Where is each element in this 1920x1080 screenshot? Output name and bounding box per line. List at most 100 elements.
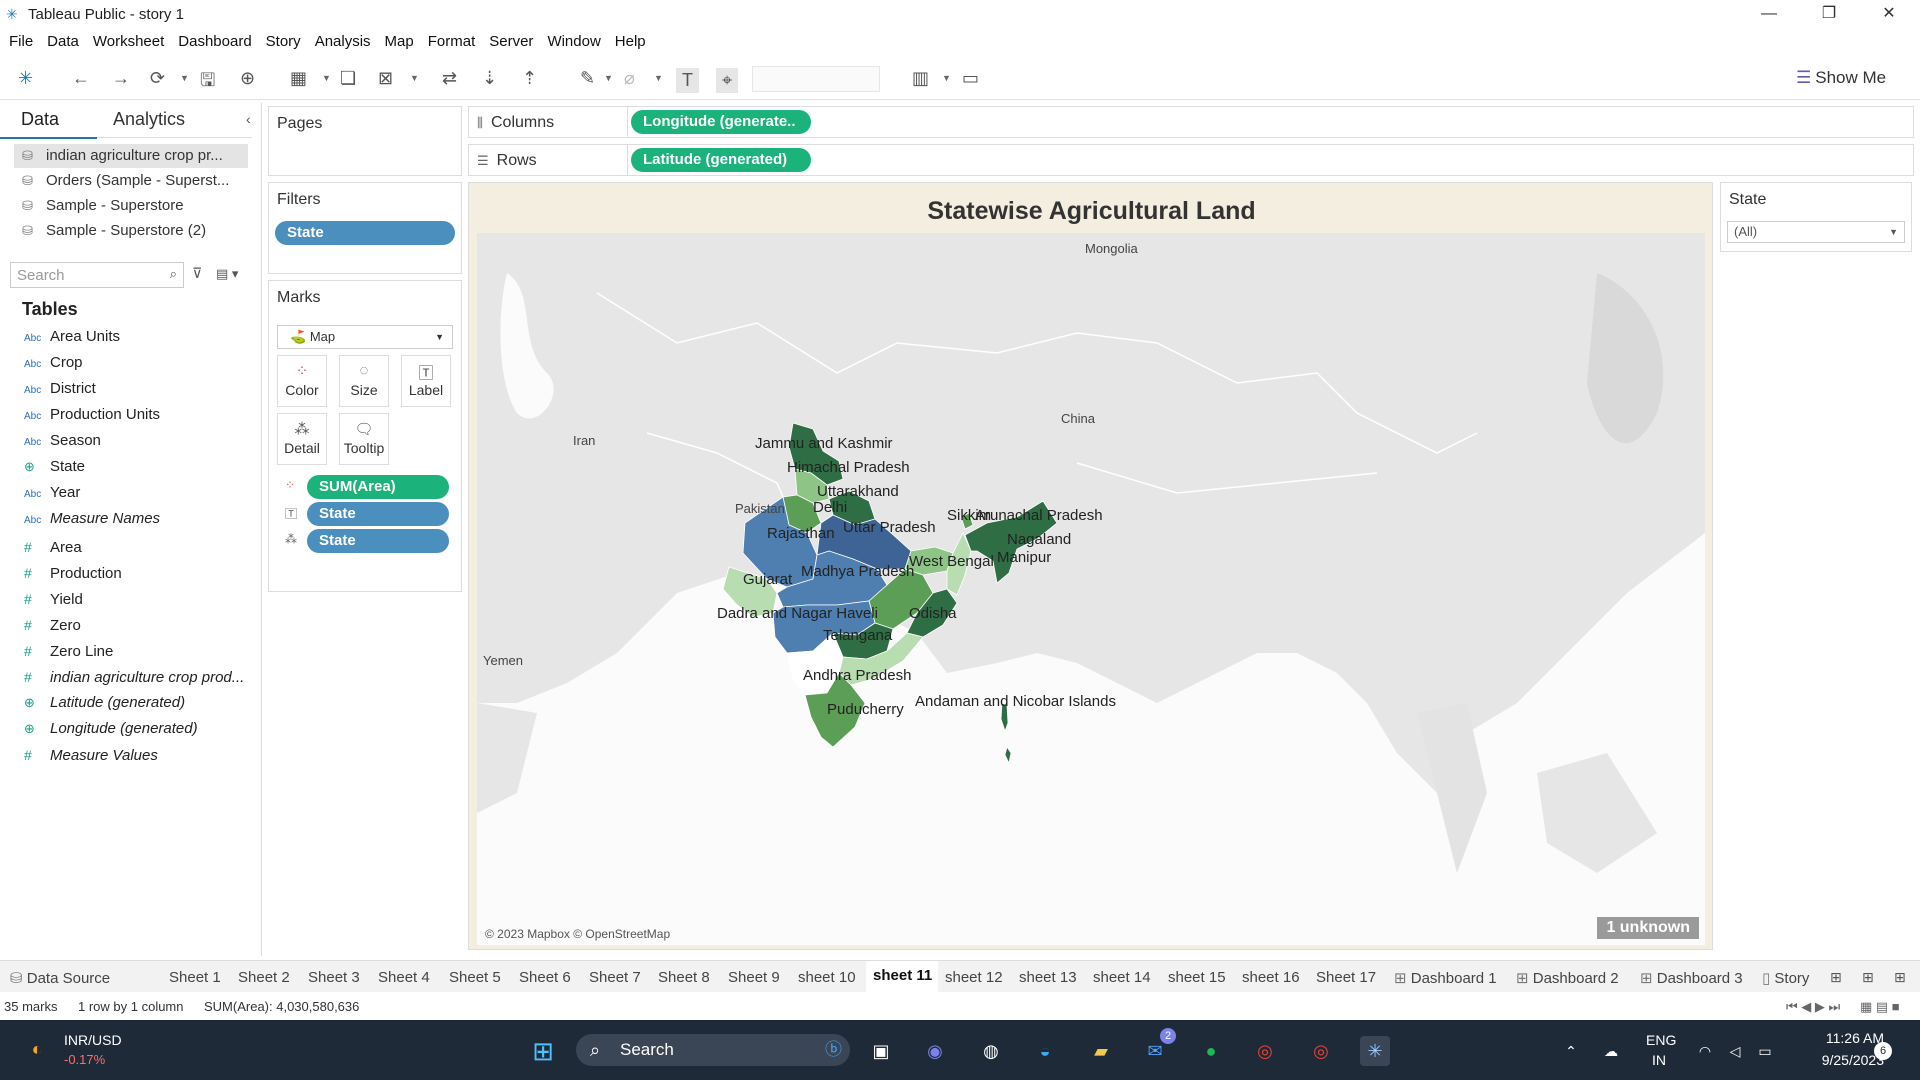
show-labels-icon[interactable]: T [676, 68, 699, 93]
menu-data[interactable]: Data [47, 33, 79, 50]
region-label[interactable]: IN [1652, 1052, 1666, 1068]
wifi-icon[interactable]: ◠ [1698, 1043, 1712, 1059]
state-kerala-tamil-nadu[interactable] [804, 672, 866, 748]
tab-sheet-6[interactable]: Sheet 6 [519, 969, 571, 986]
restore-button[interactable]: ❐ [1821, 5, 1837, 22]
back-icon[interactable]: ← [72, 68, 90, 88]
rows-pill-latitude[interactable]: Latitude (generated) [631, 148, 811, 172]
fit-icon[interactable]: ▥ [912, 68, 930, 88]
marks-pill-sum-area[interactable]: SUM(Area) [307, 475, 449, 499]
windows-start-icon[interactable]: ⊞ [532, 1036, 554, 1066]
state-jammu-kashmir[interactable] [788, 422, 844, 486]
field-search-input[interactable]: Search ⌕ [10, 262, 184, 288]
datasource-item[interactable]: ⛁ Sample - Superstore (2) [14, 219, 248, 243]
mail-icon[interactable]: ✉ [1147, 1041, 1163, 1061]
redo-icon[interactable]: ⟳ [150, 68, 166, 88]
map-view[interactable]: Mongolia China Iran Pakistan Yemen Jammu… [477, 233, 1705, 945]
tab-sheet-12[interactable]: sheet 12 [945, 969, 1003, 986]
tab-dashboard-1[interactable]: ⊞ Dashboard 1 [1394, 970, 1497, 987]
chrome-icon[interactable]: ◎ [1257, 1041, 1273, 1061]
size-button[interactable]: ◌ Size [339, 355, 389, 407]
notification-badge[interactable]: 6 [1874, 1042, 1892, 1060]
field-longitude-generated[interactable]: ⊕ Longitude (generated) [24, 717, 198, 741]
tab-sheet-11[interactable]: sheet 11 [873, 967, 933, 984]
marks-pill-state-label[interactable]: State [307, 502, 449, 526]
field-year[interactable]: Abc Year [24, 481, 80, 505]
new-worksheet-tab-icon[interactable]: ⊞ [1830, 969, 1842, 985]
field-season[interactable]: Abc Season [24, 429, 101, 453]
menu-help[interactable]: Help [614, 33, 646, 50]
menu-window[interactable]: Window [547, 33, 601, 50]
spotify-icon[interactable]: ● [1205, 1041, 1217, 1061]
format-select[interactable] [752, 66, 880, 92]
field-area[interactable]: # Area [24, 535, 82, 559]
datasource-item[interactable]: ⛁ Sample - Superstore [14, 194, 248, 218]
pages-shelf[interactable]: Pages [268, 106, 462, 176]
menu-format[interactable]: Format [427, 33, 476, 50]
clock-time[interactable]: 11:26 AM [1825, 1030, 1884, 1046]
field-district[interactable]: Abc District [24, 377, 96, 401]
field-state[interactable]: ⊕ State [24, 455, 85, 479]
onedrive-icon[interactable]: ☁ [1604, 1043, 1618, 1059]
tab-sheet-3[interactable]: Sheet 3 [308, 969, 360, 986]
state-northeast[interactable] [964, 500, 1058, 584]
file-explorer-icon[interactable]: ▰ [1094, 1041, 1108, 1061]
new-worksheet-icon[interactable]: ▦ [290, 68, 308, 88]
swap-icon[interactable]: ⇄ [442, 68, 458, 88]
highlight-icon[interactable]: ✎ [580, 68, 596, 88]
clock-date[interactable]: 9/25/2023 [1821, 1052, 1884, 1068]
datasource-item[interactable]: ⛁ Orders (Sample - Superst... [14, 169, 248, 193]
state-sikkim[interactable] [960, 512, 974, 530]
new-worksheet-dropdown-icon[interactable]: ▼ [322, 73, 331, 83]
tab-sheet-17[interactable]: Sheet 17 [1316, 969, 1377, 986]
ticker-label[interactable]: INR/USD [64, 1032, 122, 1048]
detail-button[interactable]: ⁂ Detail [277, 413, 327, 465]
tab-sheet-15[interactable]: sheet 15 [1168, 969, 1226, 986]
mark-type-select[interactable]: ⛳ Map ▼ [277, 325, 453, 349]
weather-widget-icon[interactable]: ◐ [31, 1039, 43, 1059]
view-toggle-icon[interactable]: ▦ ▤ ■ [1860, 999, 1900, 1014]
tab-dashboard-2[interactable]: ⊞ Dashboard 2 [1516, 970, 1619, 987]
group-icon[interactable]: ⌀ [624, 68, 635, 88]
sort-descending-icon[interactable]: ⇡ [522, 68, 538, 88]
task-view-icon[interactable]: ▣ [872, 1041, 890, 1061]
edge-icon[interactable]: ◒ [1039, 1041, 1051, 1061]
tab-sheet-8[interactable]: Sheet 8 [658, 969, 710, 986]
sheet-title[interactable]: Statewise Agricultural Land [927, 197, 1256, 225]
menu-file[interactable]: File [9, 33, 34, 50]
tab-story[interactable]: ▯ Story [1762, 970, 1810, 987]
field-zero-line[interactable]: # Zero Line [24, 639, 113, 663]
github-icon[interactable]: ◍ [983, 1041, 999, 1061]
datasource-item[interactable]: ⛁ indian agriculture crop pr... [14, 144, 248, 168]
tab-sheet-10[interactable]: sheet 10 [798, 969, 856, 986]
fit-dropdown-icon[interactable]: ▼ [942, 73, 951, 83]
filter-icon[interactable]: ⊽ [192, 265, 203, 281]
field-crop[interactable]: Abc Crop [24, 351, 83, 375]
tab-sheet-14[interactable]: sheet 14 [1093, 969, 1151, 986]
field-latitude-generated[interactable]: ⊕ Latitude (generated) [24, 691, 185, 715]
collapse-pane-icon[interactable]: ‹ [246, 111, 251, 127]
field-measure-names[interactable]: Abc Measure Names [24, 507, 160, 531]
clear-sheet-icon[interactable]: ⊠ [378, 68, 394, 88]
view-options-icon[interactable]: ▤ ▾ [216, 266, 239, 281]
tab-sheet-9[interactable]: Sheet 9 [728, 969, 780, 986]
tab-sheet-16[interactable]: sheet 16 [1242, 969, 1300, 986]
filter-pill-state[interactable]: State [275, 221, 455, 245]
fix-axes-icon[interactable]: ⌖ [716, 68, 739, 93]
field-record-count[interactable]: # indian agriculture crop prod... [24, 665, 244, 689]
tab-sheet-5[interactable]: Sheet 5 [449, 969, 501, 986]
field-yield[interactable]: # Yield [24, 587, 83, 611]
redo-dropdown-icon[interactable]: ▼ [180, 73, 189, 83]
state-filter-select[interactable]: (All) ▼ [1727, 221, 1905, 243]
field-area-units[interactable]: Abc Area Units [24, 325, 120, 349]
show-hidden-icons[interactable]: ⌃ [1565, 1043, 1577, 1059]
tab-sheet-13[interactable]: sheet 13 [1019, 969, 1077, 986]
close-button[interactable]: ✕ [1882, 5, 1896, 22]
filters-shelf[interactable]: Filters State [268, 182, 462, 274]
state-west-bengal[interactable] [946, 532, 972, 596]
sort-ascending-icon[interactable]: ⇣ [482, 68, 498, 88]
menu-map[interactable]: Map [384, 33, 414, 50]
field-measure-values[interactable]: # Measure Values [24, 743, 158, 767]
tableau-taskbar-icon[interactable]: ✳ [1360, 1036, 1390, 1066]
tab-data[interactable]: Data [21, 109, 60, 129]
